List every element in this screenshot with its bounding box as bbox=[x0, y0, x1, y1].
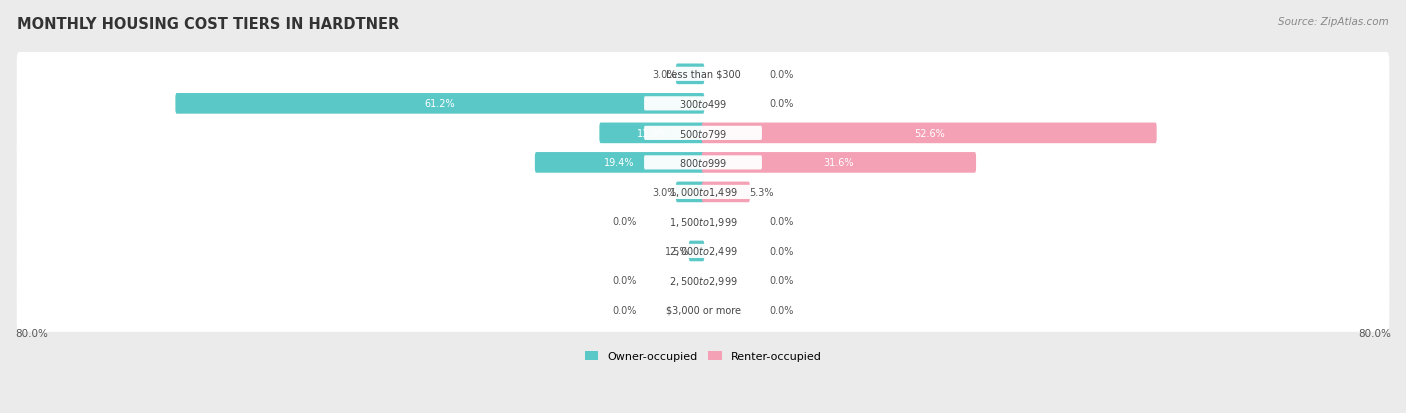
FancyBboxPatch shape bbox=[702, 123, 1157, 144]
Text: $800 to $999: $800 to $999 bbox=[679, 157, 727, 169]
FancyBboxPatch shape bbox=[17, 53, 1389, 97]
Text: $500 to $799: $500 to $799 bbox=[679, 128, 727, 140]
Text: 5.3%: 5.3% bbox=[749, 188, 773, 197]
Text: 19.4%: 19.4% bbox=[605, 158, 636, 168]
FancyBboxPatch shape bbox=[644, 156, 762, 170]
Text: 3.0%: 3.0% bbox=[652, 70, 676, 80]
FancyBboxPatch shape bbox=[17, 288, 1389, 332]
FancyBboxPatch shape bbox=[176, 94, 704, 114]
Text: Source: ZipAtlas.com: Source: ZipAtlas.com bbox=[1278, 17, 1389, 26]
Text: $2,000 to $2,499: $2,000 to $2,499 bbox=[669, 245, 737, 258]
FancyBboxPatch shape bbox=[644, 274, 762, 288]
FancyBboxPatch shape bbox=[17, 171, 1389, 214]
Legend: Owner-occupied, Renter-occupied: Owner-occupied, Renter-occupied bbox=[581, 347, 825, 366]
FancyBboxPatch shape bbox=[644, 303, 762, 317]
Text: $300 to $499: $300 to $499 bbox=[679, 98, 727, 110]
FancyBboxPatch shape bbox=[17, 82, 1389, 126]
Text: 0.0%: 0.0% bbox=[769, 247, 794, 256]
Text: 1.5%: 1.5% bbox=[665, 247, 689, 256]
FancyBboxPatch shape bbox=[644, 126, 762, 140]
Text: 52.6%: 52.6% bbox=[914, 128, 945, 138]
Text: 3.0%: 3.0% bbox=[652, 188, 676, 197]
Text: $1,000 to $1,499: $1,000 to $1,499 bbox=[669, 186, 737, 199]
FancyBboxPatch shape bbox=[17, 200, 1389, 244]
FancyBboxPatch shape bbox=[17, 259, 1389, 303]
Text: MONTHLY HOUSING COST TIERS IN HARDTNER: MONTHLY HOUSING COST TIERS IN HARDTNER bbox=[17, 17, 399, 31]
Text: $2,500 to $2,999: $2,500 to $2,999 bbox=[669, 274, 737, 287]
FancyBboxPatch shape bbox=[644, 68, 762, 82]
Text: 80.0%: 80.0% bbox=[15, 328, 48, 338]
FancyBboxPatch shape bbox=[644, 215, 762, 229]
Text: 0.0%: 0.0% bbox=[769, 305, 794, 315]
Text: 0.0%: 0.0% bbox=[612, 305, 637, 315]
Text: 0.0%: 0.0% bbox=[769, 276, 794, 286]
Text: 11.9%: 11.9% bbox=[637, 128, 666, 138]
FancyBboxPatch shape bbox=[17, 230, 1389, 273]
FancyBboxPatch shape bbox=[599, 123, 704, 144]
FancyBboxPatch shape bbox=[534, 153, 704, 173]
FancyBboxPatch shape bbox=[17, 141, 1389, 185]
Text: 0.0%: 0.0% bbox=[612, 217, 637, 227]
FancyBboxPatch shape bbox=[676, 182, 704, 203]
Text: 61.2%: 61.2% bbox=[425, 99, 456, 109]
Text: $1,500 to $1,999: $1,500 to $1,999 bbox=[669, 216, 737, 228]
Text: 80.0%: 80.0% bbox=[1358, 328, 1391, 338]
FancyBboxPatch shape bbox=[702, 153, 976, 173]
Text: 0.0%: 0.0% bbox=[612, 276, 637, 286]
Text: 0.0%: 0.0% bbox=[769, 217, 794, 227]
FancyBboxPatch shape bbox=[17, 112, 1389, 155]
FancyBboxPatch shape bbox=[644, 244, 762, 259]
FancyBboxPatch shape bbox=[644, 185, 762, 199]
FancyBboxPatch shape bbox=[676, 64, 704, 85]
Text: 0.0%: 0.0% bbox=[769, 99, 794, 109]
Text: 31.6%: 31.6% bbox=[824, 158, 853, 168]
FancyBboxPatch shape bbox=[644, 97, 762, 111]
Text: $3,000 or more: $3,000 or more bbox=[665, 305, 741, 315]
Text: 0.0%: 0.0% bbox=[769, 70, 794, 80]
FancyBboxPatch shape bbox=[702, 182, 749, 203]
Text: Less than $300: Less than $300 bbox=[665, 70, 741, 80]
FancyBboxPatch shape bbox=[689, 241, 704, 262]
